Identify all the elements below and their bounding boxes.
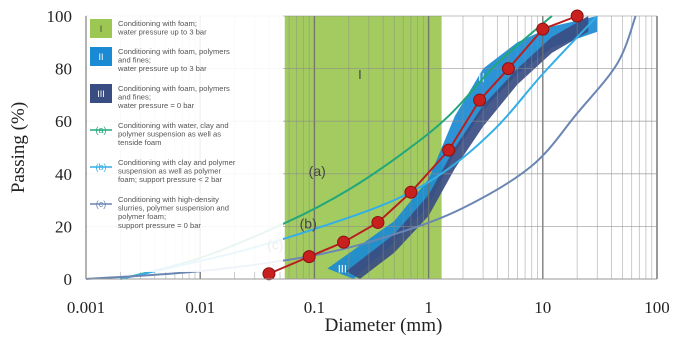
data-series <box>262 9 584 281</box>
curve-label-b: (b) <box>300 215 317 231</box>
data-point <box>473 93 487 107</box>
data-point <box>262 267 276 281</box>
y-tick-label: 40 <box>55 165 72 184</box>
data-point <box>442 143 456 157</box>
data-point <box>570 9 584 23</box>
legend-entry-a-text: polymer suspension as well as <box>118 130 221 139</box>
legend-entry-a-text: tenside foam <box>118 138 161 147</box>
legend-entry-c-text: polymer foam; <box>118 212 166 221</box>
legend-entry-b-symbol: (b) <box>96 162 107 172</box>
curve-label-a: (a) <box>309 163 326 179</box>
y-axis-title: Passing (%) <box>8 102 29 193</box>
legend-entry-c-text: slurries, polymer suspension and <box>118 204 229 213</box>
legend-entry-i-symbol: I <box>100 24 103 34</box>
zone-II-label: II <box>478 70 485 85</box>
zone-I-area <box>284 16 442 279</box>
legend-entry-iii-swatch <box>90 84 112 103</box>
axes: 0.001 0.01 0.1 1 10 100 0 20 40 60 80 100 Diameter (… <box>8 7 670 336</box>
x-tick-label: 0.1 <box>304 298 325 317</box>
legend-entry-b-text: suspension as well as polymer <box>118 167 221 176</box>
legend-entry-i-text: Conditioning with foam; <box>118 19 197 28</box>
x-tick-label: 100 <box>644 298 670 317</box>
legend-box <box>87 15 283 272</box>
legend-entry-ii-text: and fines; <box>118 56 151 65</box>
data-point <box>302 250 316 264</box>
legend-entry-iii-text: and fines; <box>118 93 151 102</box>
legend-entry-c-text: Conditioning with high-density <box>118 195 219 204</box>
y-tick-label: 0 <box>64 270 73 289</box>
zone-I-label: I <box>358 67 362 82</box>
data-point <box>371 215 385 229</box>
zone-III-label: III <box>338 263 347 275</box>
legend-entry-ii-swatch <box>90 47 112 66</box>
legend-entry-b-text: Conditioning with clay and polymer <box>118 158 236 167</box>
x-tick-label: 0.01 <box>185 298 215 317</box>
legend-entry-iii-text: water pressure = 0 bar <box>117 101 195 110</box>
legend-entry-ii-symbol: II <box>98 52 103 62</box>
legend-entry-a-text: Conditioning with water, clay and <box>118 121 229 130</box>
legend-entry-b-text: foam; support pressure < 2 bar <box>118 175 223 184</box>
series-line <box>268 15 578 275</box>
y-tick-label: 80 <box>55 60 72 79</box>
legend-entry-ii-text: Conditioning with foam, polymers <box>118 47 230 56</box>
x-tick-label: 10 <box>534 298 551 317</box>
data-point <box>404 185 418 199</box>
legend-entry-iii-symbol: III <box>97 89 105 99</box>
y-tick-label: 20 <box>55 217 72 236</box>
legend-entry-ii-text: water pressure up to 3 bar <box>117 64 207 73</box>
data-point <box>501 62 515 76</box>
data-point <box>337 235 351 249</box>
zone-III-band <box>346 16 589 279</box>
legend-entry-i-swatch <box>90 19 112 38</box>
legend-entry-c-symbol: (c) <box>96 199 107 209</box>
data-point <box>536 22 550 36</box>
legend-entry-i-text: water pressure up to 3 bar <box>117 28 207 37</box>
x-axis-title: Diameter (mm) <box>325 315 443 336</box>
legend-entry-c-text: support pressure = 0 bar <box>118 221 201 230</box>
y-tick-label: 60 <box>55 112 72 131</box>
zone-II-band <box>327 16 598 279</box>
legend-entry-a-symbol: (a) <box>96 125 107 135</box>
x-tick-label: 1 <box>424 298 433 317</box>
y-tick-label: 100 <box>47 7 73 26</box>
x-tick-label: 0.001 <box>67 298 105 317</box>
legend-entry-iii-text: Conditioning with foam, polymers <box>118 84 230 93</box>
